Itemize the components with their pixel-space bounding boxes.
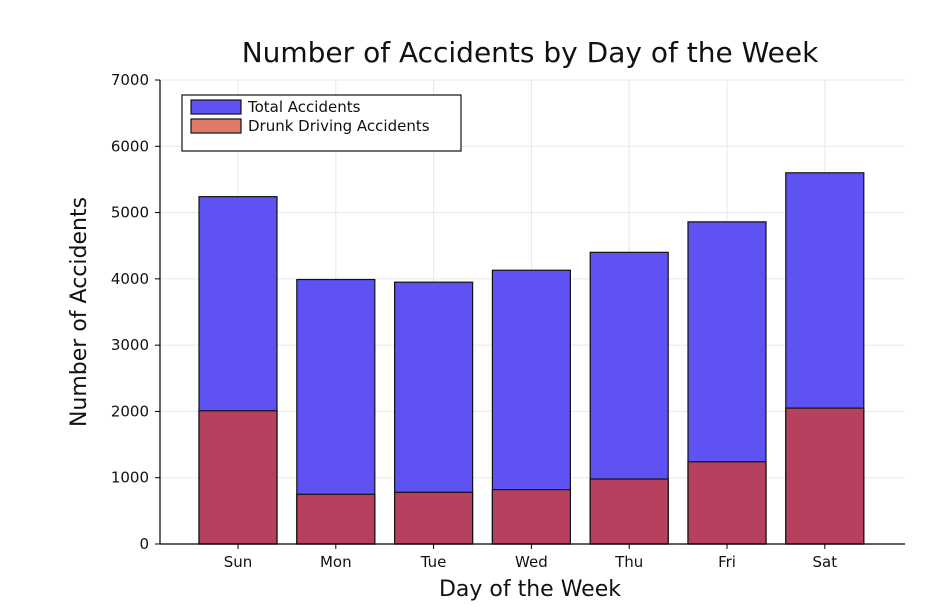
- x-tick-label: Fri: [718, 553, 736, 571]
- drunk-driving-bar: [491, 489, 571, 545]
- x-tick-label: Mon: [320, 553, 352, 571]
- legend-swatch: [190, 99, 242, 115]
- x-tick-label: Sat: [812, 553, 837, 571]
- chart-title: Number of Accidents by Day of the Week: [242, 36, 819, 69]
- x-tick-label: Sun: [224, 553, 253, 571]
- y-tick-label: 5000: [111, 204, 149, 222]
- legend-label: Total Accidents: [247, 98, 361, 116]
- series-1-bars: [198, 407, 865, 545]
- legend-swatch: [190, 118, 242, 134]
- drunk-driving-bar: [296, 493, 376, 545]
- x-tick-label: Thu: [614, 553, 643, 571]
- drunk-driving-bar: [198, 410, 278, 545]
- y-tick-label: 2000: [111, 402, 149, 420]
- y-tick-label: 6000: [111, 137, 149, 155]
- y-tick-label: 3000: [111, 336, 149, 354]
- y-tick-label: 0: [139, 535, 149, 553]
- drunk-driving-bar: [394, 491, 474, 545]
- x-tick-label: Wed: [515, 553, 548, 571]
- x-axis-title: Day of the Week: [439, 577, 621, 602]
- y-tick-label: 4000: [111, 270, 149, 288]
- drunk-driving-bar: [589, 478, 669, 545]
- drunk-driving-bar: [687, 461, 767, 545]
- y-tick-label: 7000: [111, 71, 149, 89]
- y-tick-label: 1000: [111, 469, 149, 487]
- y-axis-title: Number of Accidents: [67, 197, 92, 427]
- drunk-driving-bar: [785, 407, 865, 545]
- legend-label: Drunk Driving Accidents: [248, 117, 430, 135]
- x-tick-label: Tue: [420, 553, 447, 571]
